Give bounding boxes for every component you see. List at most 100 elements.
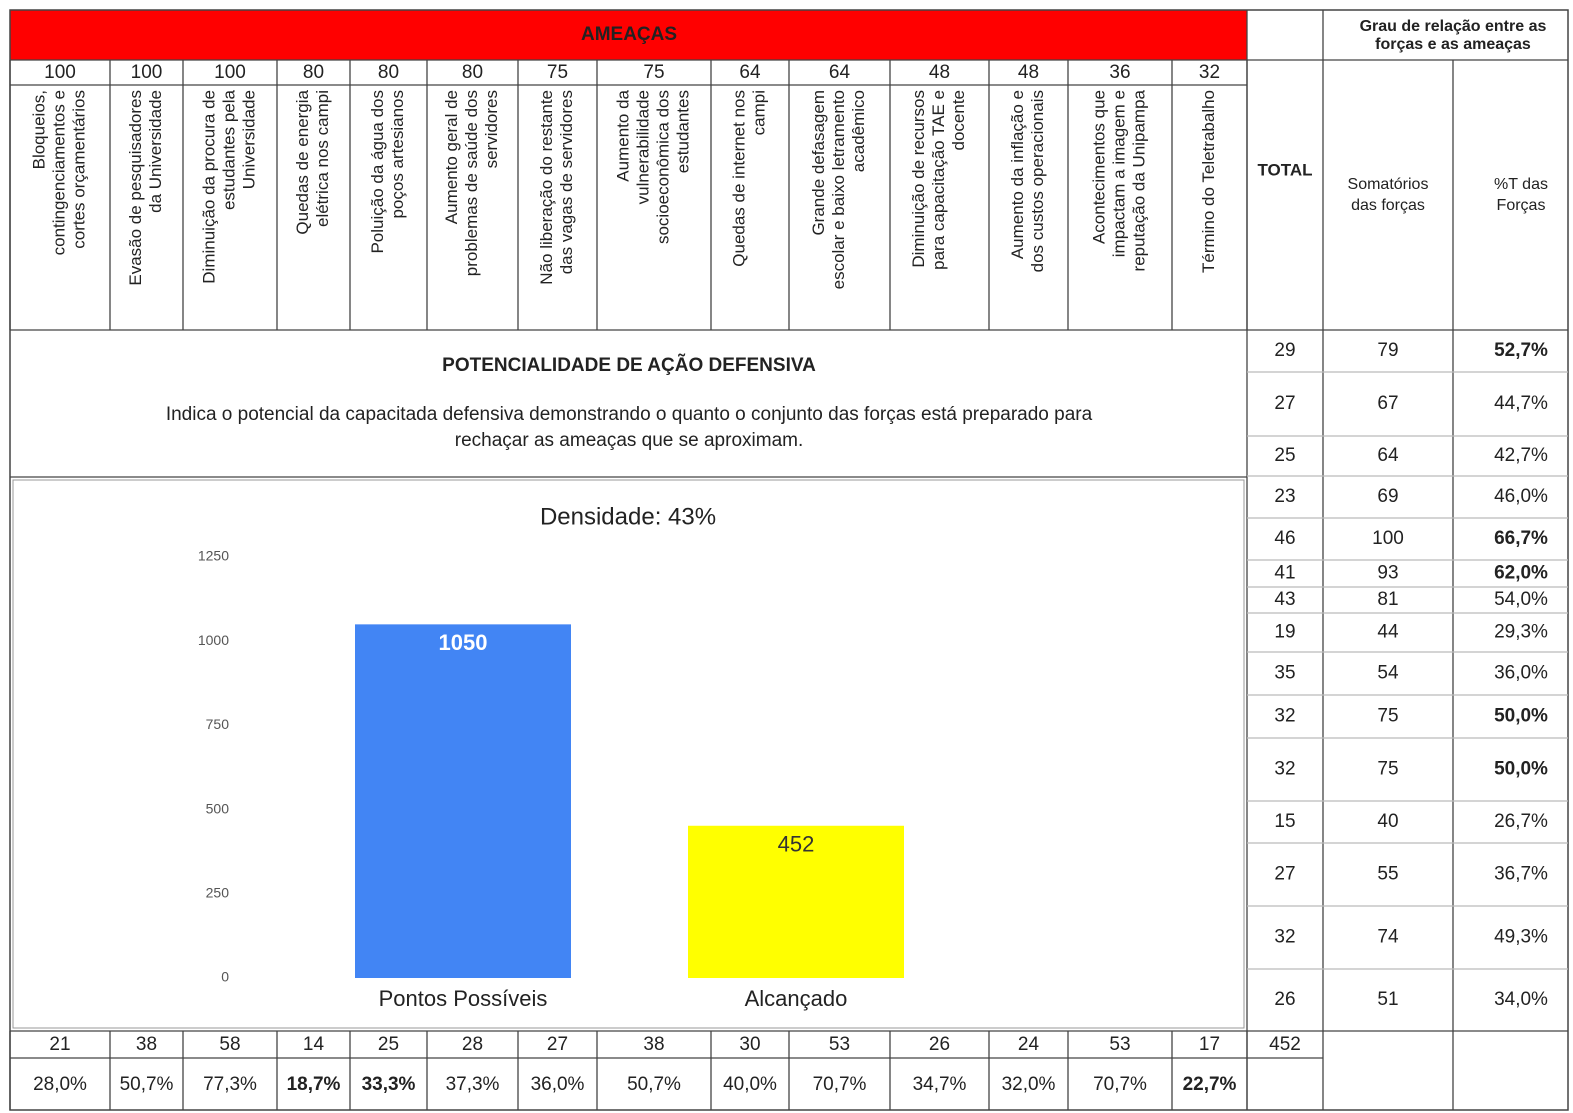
row-sum: 75 xyxy=(1377,706,1398,727)
column-pct: 70,7% xyxy=(813,1074,867,1095)
chart-title: Densidade: 43% xyxy=(540,503,716,530)
threat-label: socioeconômica dos xyxy=(653,90,672,244)
row-sum: 54 xyxy=(1377,663,1399,684)
column-pct: 28,0% xyxy=(33,1074,87,1095)
total-header: TOTAL xyxy=(1257,160,1312,179)
threat-label: problemas de saúde dos xyxy=(462,90,481,276)
threat-label: para capacitação TAE e xyxy=(929,90,948,270)
threat-label: Diminuição da procura de xyxy=(199,90,218,284)
row-sum: 44 xyxy=(1377,622,1399,643)
row-sum: 67 xyxy=(1377,393,1398,414)
threat-label: estudantes xyxy=(673,90,692,173)
defense-description: rechaçar as ameaças que se aproximam. xyxy=(455,430,804,451)
column-pct: 77,3% xyxy=(203,1074,257,1095)
threat-label: Poluição da água dos xyxy=(368,90,387,254)
threat-score: 75 xyxy=(547,62,568,83)
column-sum: 21 xyxy=(49,1034,70,1055)
column-sum: 53 xyxy=(829,1034,850,1055)
threat-label: Aumento da inflação e xyxy=(1008,90,1027,259)
threat-score: 80 xyxy=(462,62,483,83)
row-sum: 69 xyxy=(1377,486,1398,507)
threat-header-bg xyxy=(10,10,1247,60)
threat-score: 75 xyxy=(643,62,664,83)
threat-label: Acontecimentos que xyxy=(1089,90,1108,244)
column-pct: 50,7% xyxy=(627,1074,681,1095)
row-total: 35 xyxy=(1274,663,1295,684)
threat-score: 64 xyxy=(829,62,851,83)
column-sum: 24 xyxy=(1018,1034,1040,1055)
threat-label: servidores xyxy=(482,90,501,168)
row-sum: 79 xyxy=(1377,340,1398,361)
row-total: 46 xyxy=(1274,528,1295,549)
y-tick-label: 1000 xyxy=(198,632,229,648)
threat-label: Diminuição de recursos xyxy=(909,90,928,268)
row-total: 25 xyxy=(1274,445,1295,466)
row-total: 19 xyxy=(1274,622,1295,643)
row-total: 23 xyxy=(1274,486,1295,507)
bar xyxy=(355,624,571,978)
threat-label: elétrica nos campi xyxy=(313,90,332,227)
threat-score: 80 xyxy=(378,62,399,83)
sum-header: Somatórios xyxy=(1348,176,1429,193)
threat-label: campi xyxy=(749,90,768,135)
row-pct: 49,3% xyxy=(1494,927,1548,948)
column-sum: 38 xyxy=(643,1034,664,1055)
row-sum: 74 xyxy=(1377,927,1399,948)
threat-label: impactam a imagem e xyxy=(1109,90,1128,257)
threat-label: dos custos operacionais xyxy=(1028,90,1047,272)
threat-label: Aumento geral de xyxy=(442,90,461,224)
threat-score: 100 xyxy=(44,62,76,83)
threat-label: Término do Teletrabalho xyxy=(1199,90,1218,273)
threat-label: Bloqueios, xyxy=(29,90,48,169)
row-pct: 29,3% xyxy=(1494,622,1548,643)
column-pct: 32,0% xyxy=(1002,1074,1056,1095)
row-pct: 50,0% xyxy=(1494,759,1548,780)
threat-label: estudantes pela xyxy=(219,89,238,210)
threat-label: poços artesianos xyxy=(388,90,407,219)
column-pct: 33,3% xyxy=(362,1074,416,1095)
pct-header: Forças xyxy=(1497,197,1546,214)
row-pct: 26,7% xyxy=(1494,811,1548,832)
row-total: 27 xyxy=(1274,864,1295,885)
row-total: 27 xyxy=(1274,393,1295,414)
x-tick-label: Alcançado xyxy=(745,986,848,1011)
threat-label: Quedas de internet nos xyxy=(729,90,748,267)
threat-label: reputação da Unipampa xyxy=(1129,89,1148,271)
threat-label: Universidade xyxy=(239,90,258,189)
row-sum: 64 xyxy=(1377,445,1399,466)
threat-title: AMEAÇAS xyxy=(581,24,677,45)
row-total: 26 xyxy=(1274,989,1295,1010)
row-pct: 54,0% xyxy=(1494,589,1548,610)
x-tick-label: Pontos Possíveis xyxy=(379,986,548,1011)
threat-label: escolar e baixo letramento xyxy=(829,90,848,289)
column-pct: 22,7% xyxy=(1183,1074,1237,1095)
threat-label: acadêmico xyxy=(849,90,868,172)
threat-label: cortes orçamentários xyxy=(69,90,88,249)
y-tick-label: 250 xyxy=(206,885,230,901)
threat-score: 64 xyxy=(739,62,761,83)
column-pct: 37,3% xyxy=(446,1074,500,1095)
row-sum: 40 xyxy=(1377,811,1398,832)
threat-label: das vagas de servidores xyxy=(557,90,576,274)
sum-header: das forças xyxy=(1351,197,1425,214)
row-total: 43 xyxy=(1274,589,1295,610)
defense-title: POTENCIALIDADE DE AÇÃO DEFENSIVA xyxy=(442,354,816,376)
column-sum: 28 xyxy=(462,1034,483,1055)
row-sum: 51 xyxy=(1377,989,1398,1010)
row-pct: 34,0% xyxy=(1494,989,1548,1010)
row-pct: 42,7% xyxy=(1494,445,1548,466)
row-sum: 81 xyxy=(1377,589,1398,610)
row-pct: 50,0% xyxy=(1494,706,1548,727)
threat-score: 36 xyxy=(1109,62,1130,83)
threat-score: 80 xyxy=(303,62,324,83)
y-tick-label: 500 xyxy=(206,800,230,816)
footer-total: 452 xyxy=(1269,1034,1301,1055)
row-total: 41 xyxy=(1274,563,1295,584)
row-sum: 75 xyxy=(1377,759,1398,780)
relation-title: forças e as ameaças xyxy=(1375,36,1531,53)
column-pct: 36,0% xyxy=(531,1074,585,1095)
column-sum: 17 xyxy=(1199,1034,1220,1055)
row-total: 32 xyxy=(1274,706,1295,727)
column-sum: 53 xyxy=(1109,1034,1130,1055)
y-tick-label: 0 xyxy=(221,969,229,985)
